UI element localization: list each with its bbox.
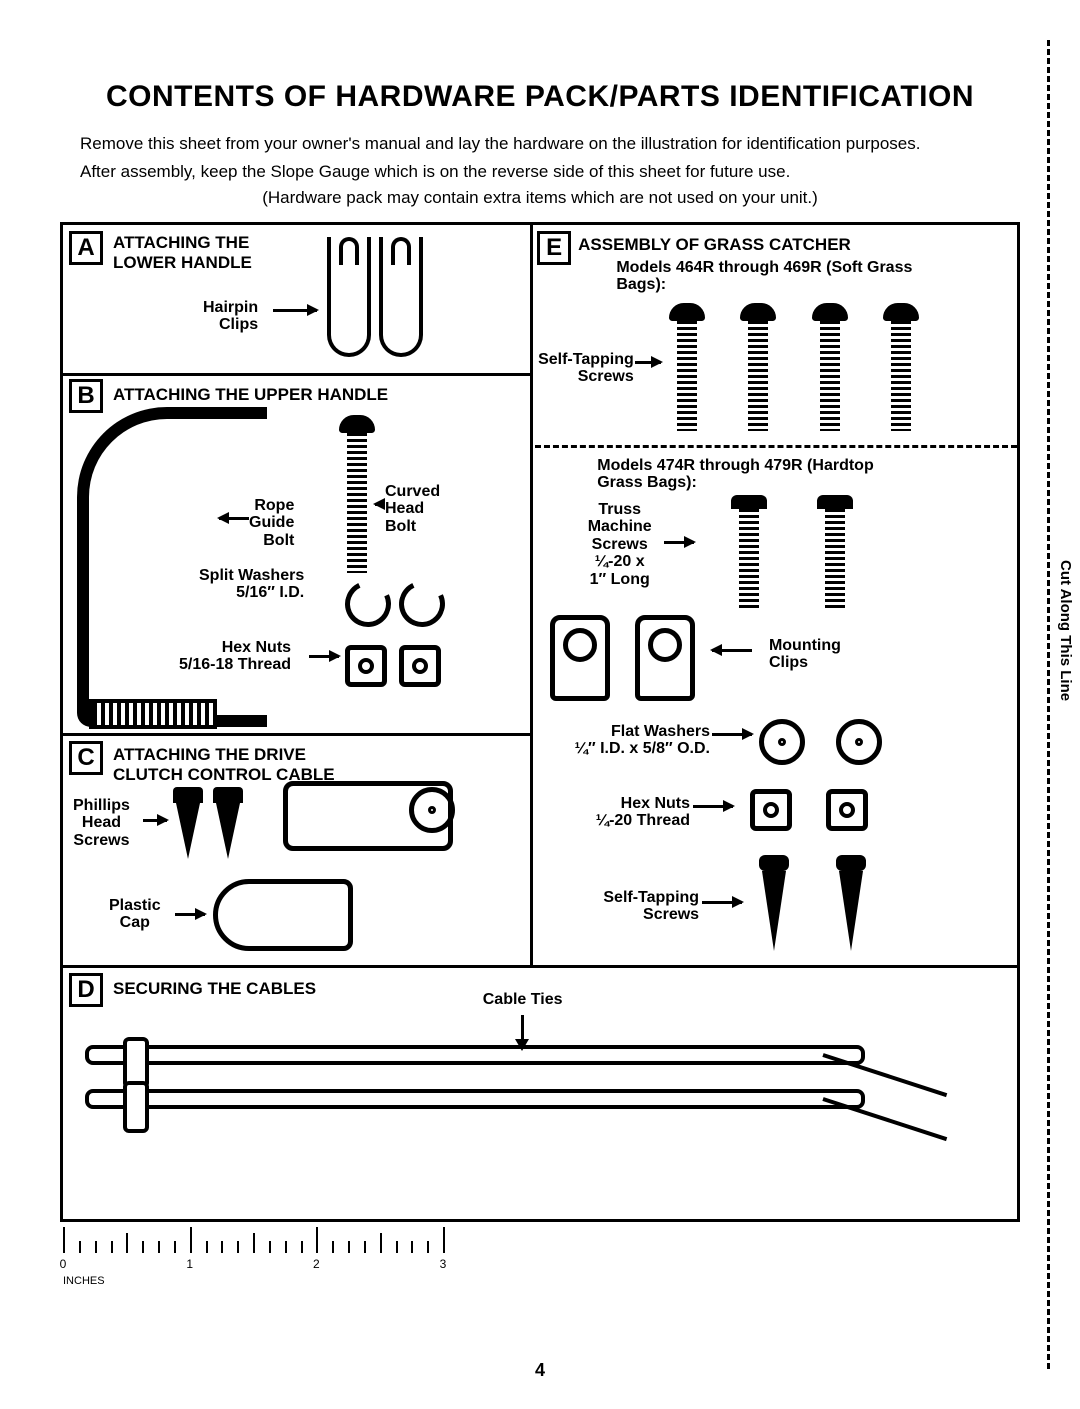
plastic-cap-icon xyxy=(213,879,353,951)
split-washer-icon xyxy=(393,574,452,633)
inch-ruler: 0123 INCHES xyxy=(63,1227,443,1267)
intro-line-2: After assembly, keep the Slope Gauge whi… xyxy=(60,160,1020,184)
divider-e-dash xyxy=(535,445,1017,448)
intro-line-1: Remove this sheet from your owner's manu… xyxy=(60,132,1020,156)
self-tapping-screw-icon xyxy=(812,303,848,431)
label-plastic-cap: PlasticCap xyxy=(109,897,161,932)
arrow-icon xyxy=(375,503,385,506)
page-number: 4 xyxy=(535,1360,545,1381)
mounting-clip-icon xyxy=(550,615,610,701)
ruler-mark: 2 xyxy=(313,1257,320,1271)
arrow-down-icon xyxy=(521,1015,524,1041)
ruler-mark: 3 xyxy=(440,1257,447,1271)
arrow-icon xyxy=(693,805,733,808)
label-cable-ties: Cable Ties xyxy=(483,991,563,1009)
hex-nut-icon xyxy=(826,789,868,831)
section-title-d: SECURING THE CABLES xyxy=(113,979,316,999)
intro-line-3: (Hardware pack may contain extra items w… xyxy=(60,188,1020,208)
flat-washer-icon xyxy=(759,719,805,765)
section-title-e: ASSEMBLY OF GRASS CATCHER xyxy=(578,235,851,255)
subheading-e1: Models 464R through 469R (Soft Grass Bag… xyxy=(616,259,916,294)
section-letter-e: E xyxy=(537,231,571,265)
section-letter-b: B xyxy=(69,379,103,413)
section-letter-c: C xyxy=(69,741,103,775)
hex-nut-icon xyxy=(399,645,441,687)
label-self-tapping-2: Self-TappingScrews xyxy=(559,889,699,924)
arrow-icon xyxy=(309,655,339,658)
divider-a-b xyxy=(63,373,530,376)
section-title-b: ATTACHING THE UPPER HANDLE xyxy=(113,385,388,405)
arrow-icon xyxy=(664,541,694,544)
section-title-c: ATTACHING THE DRIVE CLUTCH CONTROL CABLE xyxy=(113,745,363,785)
ruler-mark: 1 xyxy=(186,1257,193,1271)
arrow-icon xyxy=(712,649,752,652)
self-tapping-screw-icon xyxy=(759,855,789,951)
label-phillips-screws: PhillipsHeadScrews xyxy=(73,797,130,850)
arrow-icon xyxy=(175,913,205,916)
arrow-icon xyxy=(635,361,661,364)
arrow-icon xyxy=(712,733,752,736)
washer-icon xyxy=(409,787,455,833)
hairpin-clips-icon xyxy=(327,237,423,357)
phillips-screw-icon xyxy=(173,787,203,859)
section-title-a: ATTACHING THE LOWER HANDLE xyxy=(113,233,293,273)
mounting-clip-icon xyxy=(635,615,695,701)
section-letter-a: A xyxy=(69,231,103,265)
vertical-divider xyxy=(530,225,533,965)
subheading-e2: Models 474R through 479R (Hardtop Grass … xyxy=(597,457,897,492)
hex-nut-icon xyxy=(345,645,387,687)
label-curved-bolt: CurvedHeadBolt xyxy=(385,483,440,536)
arrow-icon xyxy=(143,819,167,822)
label-split-washers: Split Washers5/16″ I.D. xyxy=(199,567,304,602)
label-rope-guide: RopeGuideBolt xyxy=(249,497,294,550)
label-mounting-clips: MountingClips xyxy=(769,637,841,672)
page-title: CONTENTS OF HARDWARE PACK/PARTS IDENTIFI… xyxy=(60,80,1020,114)
label-hairpin-clips: HairpinClips xyxy=(203,299,258,334)
section-letter-d: D xyxy=(69,973,103,1007)
hex-nut-icon xyxy=(750,789,792,831)
label-hex-nuts-e: Hex Nuts¼-20 Thread xyxy=(540,795,690,830)
label-hex-nuts-b: Hex Nuts5/16-18 Thread xyxy=(179,639,291,674)
label-truss-screws: TrussMachineScrews¼-20 x1″ Long xyxy=(588,501,652,589)
self-tapping-screw-icon xyxy=(883,303,919,431)
ruler-caption: INCHES xyxy=(63,1275,105,1287)
cable-tie-icon xyxy=(85,1089,865,1109)
self-tapping-screw-icon xyxy=(669,303,705,431)
ruler-mark: 0 xyxy=(60,1257,67,1271)
cut-line-label: Cut Along This Line xyxy=(1057,560,1074,701)
cable-tie-tail-icon xyxy=(822,1097,947,1141)
truss-screw-icon xyxy=(817,495,853,609)
arrow-icon xyxy=(219,517,249,520)
phillips-screw-icon xyxy=(213,787,243,859)
divider-d-top xyxy=(63,965,1017,968)
flat-washer-icon xyxy=(836,719,882,765)
truss-screw-icon xyxy=(731,495,767,609)
arrow-icon xyxy=(273,309,317,312)
label-self-tapping-1: Self-TappingScrews xyxy=(538,351,634,386)
self-tapping-screw-icon xyxy=(740,303,776,431)
divider-b-c xyxy=(63,733,530,736)
cut-line xyxy=(1047,40,1050,1369)
label-flat-washers: Flat Washers¼″ I.D. x 5/8″ O.D. xyxy=(540,723,710,758)
cable-tie-icon xyxy=(85,1045,865,1065)
curved-head-bolt-icon xyxy=(339,415,375,573)
arrow-icon xyxy=(702,901,742,904)
self-tapping-screw-icon xyxy=(836,855,866,951)
split-washer-icon xyxy=(339,574,398,633)
diagram-frame: A ATTACHING THE LOWER HANDLE HairpinClip… xyxy=(60,222,1020,1222)
